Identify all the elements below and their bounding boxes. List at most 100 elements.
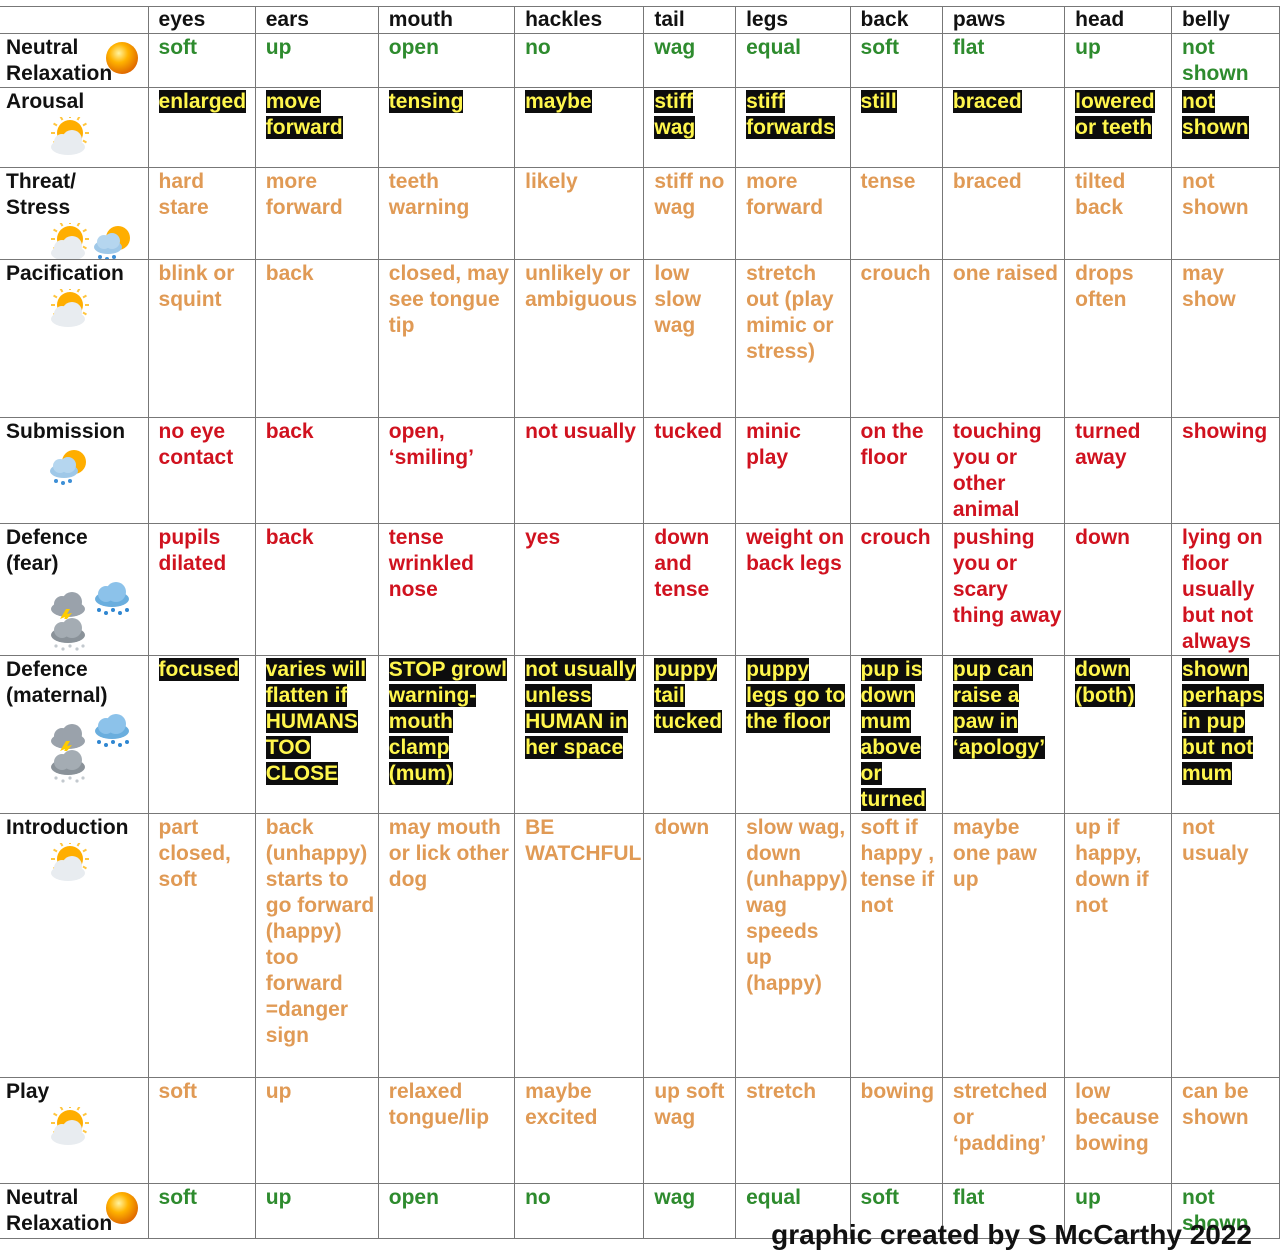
cell-text: soft: [158, 1186, 198, 1209]
cell-text: down (both): [1075, 658, 1135, 707]
table-cell-hackles: not usually unless HUMAN in her space: [514, 655, 645, 814]
cell-text: STOP growl warning-mouth clamp (mum): [388, 658, 508, 785]
table-cell-back: crouch: [849, 523, 943, 656]
column-header: hackles: [514, 6, 645, 34]
table-cell-head: lowered or teeth: [1064, 87, 1173, 168]
cell-text: BE WATCHFUL: [525, 816, 642, 865]
weather-icons: [6, 843, 146, 881]
table-cell-tail: stiff wag: [643, 87, 737, 168]
cell-text: equal: [746, 36, 801, 59]
cell-text: up soft wag: [654, 1080, 725, 1129]
cell-text: not usually: [525, 420, 636, 443]
cell-text: relaxed tongue/lip: [388, 1080, 490, 1129]
cell-text: wag: [654, 1186, 696, 1209]
table-cell-mouth: relaxed tongue/lip: [377, 1077, 516, 1184]
row-label-text: Neutral Relaxation: [6, 36, 113, 85]
table-cell-hackles: not usually: [514, 417, 645, 524]
table-cell-back: pup is down mum above or turned: [849, 655, 943, 814]
table-cell-head: drops often: [1064, 259, 1173, 418]
table-cell-belly: lying on floor usually but not always: [1171, 523, 1280, 656]
row-label: Threat/ Stress: [0, 167, 149, 260]
cell-text: not usualy: [1182, 816, 1249, 865]
table-cell-eyes: no eye contact: [147, 417, 256, 524]
row-label: Submission: [0, 417, 149, 524]
table-cell-mouth: open, ‘smiling’: [377, 417, 516, 524]
table-cell-legs: stiff forwards: [735, 87, 851, 168]
table-cell-paws: one raised: [941, 259, 1066, 418]
table-cell-ears: move forward: [254, 87, 379, 168]
cell-text: weight on back legs: [746, 526, 845, 575]
cell-text: unlikely or ambiguous: [525, 262, 638, 311]
table-cell-back: crouch: [849, 259, 943, 418]
row-label-text: Submission: [6, 420, 126, 443]
table-cell-legs: equal: [735, 1183, 851, 1239]
cell-text: not shown: [1182, 170, 1249, 219]
weather-icons: [6, 223, 146, 259]
cell-text: pupils dilated: [158, 526, 227, 575]
corner-cell: [0, 6, 149, 34]
cell-text: varies will flatten if HUMANS TOO CLOSE: [265, 658, 367, 785]
cell-text: no: [525, 36, 551, 59]
table-cell-tail: wag: [643, 1183, 737, 1239]
cell-text: open: [388, 1186, 439, 1209]
table-cell-tail: stiff no wag: [643, 167, 737, 260]
cell-text: stretch: [746, 1080, 817, 1103]
cell-text: tensing: [388, 90, 464, 113]
table-cell-belly: may show: [1171, 259, 1280, 418]
cell-text: touching you or other animal: [952, 420, 1042, 521]
cell-text: soft: [158, 36, 198, 59]
table-cell-paws: braced: [941, 87, 1066, 168]
snow-icon: [46, 615, 90, 651]
cell-text: crouch: [860, 526, 931, 549]
cell-text: bowing: [860, 1080, 935, 1103]
cell-text: focused: [158, 658, 240, 681]
sun-cloud-icon: [46, 1107, 90, 1145]
cell-text: not shown: [1182, 36, 1249, 85]
table-cell-hackles: maybe: [514, 87, 645, 168]
table-cell-head: turned away: [1064, 417, 1173, 524]
cell-text: up: [265, 36, 292, 59]
table-row: Pacification blink or squint back closed, m…: [0, 259, 1280, 418]
cell-text: low slow wag: [654, 262, 702, 337]
table-cell-mouth: STOP growl warning-mouth clamp (mum): [377, 655, 516, 814]
table-cell-tail: wag: [643, 33, 737, 88]
table-cell-paws: braced: [941, 167, 1066, 260]
table-cell-paws: maybe one paw up: [941, 813, 1066, 1078]
weather-icons: [102, 38, 146, 74]
cell-text: braced: [952, 90, 1022, 113]
table-cell-legs: minic play: [735, 417, 851, 524]
cell-text: braced: [952, 170, 1022, 193]
table-row: Defence (fear) pupils dilated back tense wr…: [0, 523, 1280, 656]
cell-text: open, ‘smiling’: [388, 420, 474, 469]
table-cell-mouth: may mouth or lick other dog: [377, 813, 516, 1078]
cell-text: low because bowing: [1075, 1080, 1160, 1155]
cell-text: minic play: [746, 420, 801, 469]
cell-text: may show: [1182, 262, 1236, 311]
cell-text: soft: [860, 36, 900, 59]
cell-text: showing: [1182, 420, 1268, 443]
header-row: eyes ears mouth hackles tail legs back p…: [0, 6, 1280, 34]
table-cell-belly: shown perhaps in pup but not mum: [1171, 655, 1280, 814]
table-cell-legs: puppy legs go to the floor: [735, 655, 851, 814]
cell-text: down: [654, 816, 710, 839]
cell-text: stretched or ‘padding’: [952, 1080, 1048, 1155]
cell-text: up: [265, 1080, 292, 1103]
row-label: Neutral Relaxation: [0, 1183, 149, 1239]
sun-icon: [102, 38, 146, 74]
cell-text: puppy legs go to the floor: [746, 658, 846, 733]
table-cell-back: soft: [849, 1183, 943, 1239]
table-cell-hackles: unlikely or ambiguous: [514, 259, 645, 418]
row-label-text: Defence (fear): [6, 526, 88, 575]
table-cell-head: up: [1064, 33, 1173, 88]
table-cell-tail: down: [643, 813, 737, 1078]
table-cell-ears: back: [254, 259, 379, 418]
cell-text: pup can raise a paw in ‘apology’: [952, 658, 1046, 759]
cell-text: back: [265, 262, 314, 285]
cell-text: back (unhappy) starts to go forward (hap…: [265, 816, 375, 1047]
table-row: Introduction part closed, soft back (unhap…: [0, 813, 1280, 1078]
cell-text: pup is down mum above or turned: [860, 658, 926, 811]
table-cell-head: tilted back: [1064, 167, 1173, 260]
row-label-text: Arousal: [6, 90, 85, 113]
cell-text: likely: [525, 170, 578, 193]
table-row: Play soft up relaxed tongue/lip maybe excite…: [0, 1077, 1280, 1184]
